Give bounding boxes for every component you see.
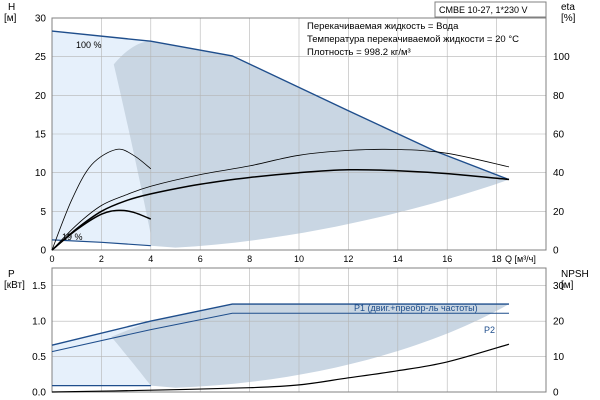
npsh-axis-unit: [м] [561, 280, 574, 291]
x-tick-label: 18 [492, 254, 502, 264]
x-tick-label: 10 [294, 254, 304, 264]
eta-outer-curve [51, 148, 510, 251]
p-axis-label: P [8, 269, 15, 280]
y-right-unit: [%] [561, 13, 576, 24]
p-tick-label: 1.5 [32, 281, 46, 292]
h-tick-label: 15 [35, 130, 47, 141]
legend-p2: P2 [484, 325, 495, 335]
top-right-ticks: 0 20 40 60 80 100 [553, 52, 570, 256]
p2-curve [51, 312, 509, 353]
p-axis-unit: [кВт] [4, 280, 25, 291]
note-fluid: Перекачиваемая жидкость = Вода [307, 21, 459, 32]
h-tick-label: 0 [40, 246, 46, 257]
x-axis-label: Q [м³/ч] [505, 254, 536, 264]
x-tick-label: 16 [442, 254, 452, 264]
top-frame [51, 17, 547, 251]
p-tick-label: 0.5 [32, 352, 46, 363]
eta-tick-label: 40 [553, 168, 565, 179]
top-left-ticks: 0 5 10 15 20 25 30 [35, 14, 47, 257]
npsh-curve [51, 343, 510, 393]
legend-p1: P1 (двиг.+преобр-ль частоты) [354, 303, 478, 313]
x-ticks: 0 2 4 6 8 10 12 14 16 18 [49, 254, 501, 264]
y-left-label: H [8, 2, 15, 13]
y-right-label: eta [561, 2, 575, 13]
bottom-curves [51, 303, 510, 393]
p1-curve [51, 303, 509, 346]
label-19-percent: 19 % [62, 232, 83, 242]
eta-min-curve [51, 209, 152, 251]
top-dark-shade [113, 41, 509, 248]
eta-tick-label: 60 [553, 130, 565, 141]
h-tick-label: 10 [35, 168, 47, 179]
bottom-panel: 0.0 0.5 1.0 1.5 0 10 20 30 P [кВт] NPSH [м] P1… [4, 267, 589, 399]
top-curves [51, 30, 510, 251]
x-tick-label: 4 [148, 254, 153, 264]
eta-min-outer-curve [51, 148, 152, 251]
eta-tick-label: 20 [553, 207, 565, 218]
npsh-tick-label: 0 [553, 388, 559, 399]
note-density: Плотность = 998.2 кг/м³ [307, 47, 411, 58]
note-temperature: Температура перекачиваемой жидкости = 20… [307, 34, 519, 45]
x-tick-label: 14 [393, 254, 403, 264]
h-tick-label: 5 [40, 207, 46, 218]
eta-tick-label: 0 [553, 246, 559, 257]
x-tick-label: 12 [343, 254, 353, 264]
x-tick-label: 2 [99, 254, 104, 264]
x-tick-label: 8 [247, 254, 252, 264]
npsh-tick-label: 30 [553, 281, 565, 292]
npsh-axis-label: NPSH [561, 269, 589, 280]
model-box [434, 1, 547, 18]
eta-tick-label: 100 [553, 52, 570, 63]
h-tick-label: 20 [35, 91, 47, 102]
h-min-curve [51, 239, 151, 247]
p-tick-label: 0.0 [32, 388, 46, 399]
model-title: CMBE 10-27, 1*230 V [439, 5, 528, 15]
h-tick-label: 25 [35, 52, 47, 63]
bottom-dark-shade [111, 304, 509, 388]
h-max-curve [51, 30, 510, 181]
eta-tick-label: 80 [553, 91, 565, 102]
eta-max-curve [51, 168, 510, 251]
npsh-tick-label: 20 [553, 317, 565, 328]
bottom-frame [51, 267, 547, 393]
label-100-percent: 100 % [76, 40, 102, 50]
x-tick-label: 6 [198, 254, 203, 264]
h-tick-label: 30 [35, 14, 47, 25]
y-left-unit: [м] [4, 13, 17, 24]
x-tick-label: 0 [49, 254, 54, 264]
p-tick-label: 1.0 [32, 317, 46, 328]
top-panel: 0 5 10 15 20 25 30 0 20 40 60 80 100 0 2 4 6 8 10 12 14 16 1… [4, 1, 576, 264]
bottom-left-ticks: 0.0 0.5 1.0 1.5 [32, 281, 46, 398]
npsh-tick-label: 10 [553, 352, 565, 363]
bottom-right-ticks: 0 10 20 30 [553, 281, 565, 398]
